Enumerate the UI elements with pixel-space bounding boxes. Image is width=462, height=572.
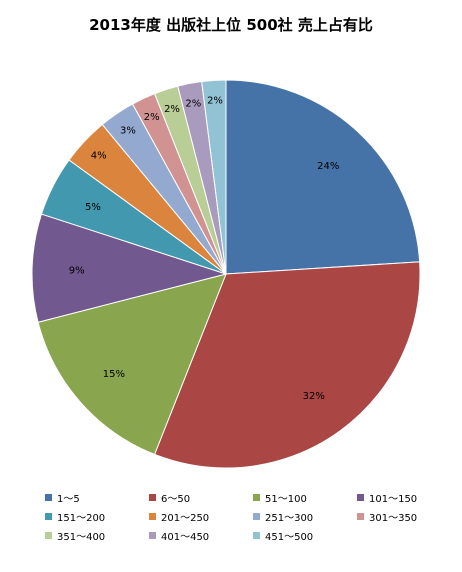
legend-item-6: 201～250 [149,509,253,524]
legend-label: 451～500 [265,532,314,543]
legend-item-3: 51～100 [253,490,357,505]
legend-label: 151～200 [57,513,106,524]
pie-slice-4 [31,213,228,323]
legend-item-7: 251～300 [253,509,357,524]
legend-swatch [253,532,260,539]
legend-item-8: 301～350 [357,509,445,524]
legend-swatch [149,494,156,501]
legend-swatch [357,513,364,520]
chart-title: 2013年度 出版社上位 500社 売上占有比 [89,16,373,34]
pie-slice-label-7: 3% [120,126,136,137]
legend-swatch [253,513,260,520]
legend-swatch [357,494,364,501]
legend-item-11: 451～500 [253,528,357,543]
chart-legend: 1～5 6～50 51～100 101～150 151～200 201～250 251～30… [45,490,445,543]
legend-swatch [45,532,52,539]
pie-slice-label-10: 2% [185,99,201,110]
legend-swatch [149,513,156,520]
legend-label: 1～5 [57,494,80,505]
legend-item-1: 1～5 [45,490,149,505]
pie-slice-label-6: 4% [91,151,107,162]
legend-label: 6～50 [161,494,191,505]
pie-slice-label-3: 15% [103,369,125,380]
pie-slice-label-2: 32% [303,391,325,402]
pie-slice-1 [225,79,421,275]
pie-slice-label-11: 2% [207,96,223,107]
legend-label: 351～400 [57,532,106,543]
pie-slice-2 [153,261,421,469]
legend-item-5: 151～200 [45,509,149,524]
legend-item-4: 101～150 [357,490,445,505]
legend-item-9: 351～400 [45,528,149,543]
pie-chart: 24% 32% 15% 9% 5% 4% 3% 2% 2% 2% 2% [31,79,421,469]
legend-label: 201～250 [161,513,210,524]
pie-slice-label-9: 2% [164,104,180,115]
pie-slice-11 [201,79,227,275]
legend-item-10: 401～450 [149,528,253,543]
legend-swatch [45,494,52,501]
pie-slice-label-1: 24% [317,161,339,172]
pie-slice-label-8: 2% [144,112,160,123]
pie-slice-label-4: 9% [69,265,85,276]
pie-slice-3 [37,273,227,456]
legend-swatch [45,513,52,520]
legend-label: 51～100 [265,494,307,505]
legend-swatch [253,494,260,501]
pie-slice-label-5: 5% [85,202,101,213]
legend-label: 101～150 [369,494,418,505]
legend-label: 301～350 [369,513,418,524]
legend-label: 251～300 [265,513,314,524]
legend-label: 401～450 [161,532,210,543]
legend-item-2: 6～50 [149,490,253,505]
legend-swatch [149,532,156,539]
